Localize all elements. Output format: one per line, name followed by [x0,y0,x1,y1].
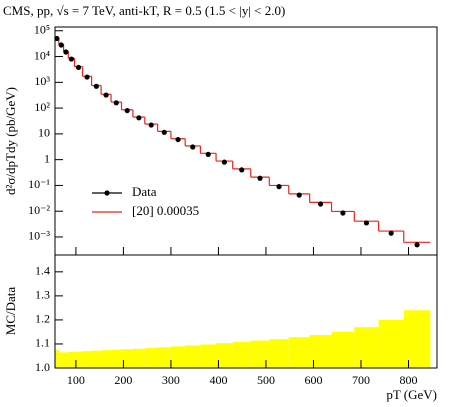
ratio-bar [157,347,171,368]
ratio-bar [288,337,310,368]
ratio-frame [54,254,438,369]
chart-title: CMS, pp, √s = 7 TeV, anti-kT, R = 0.5 (1… [3,3,285,18]
data-point [161,129,167,135]
ratio-bar [200,344,217,368]
ratio-bar [185,345,201,368]
ratio-bar [55,349,59,368]
y-axis-label: d²σ/dpTdy (pb/GeV) [3,87,18,195]
ratio-axis-label: MC/Data [3,287,18,336]
data-point [103,92,109,98]
data-point [54,35,60,42]
data-point [221,159,227,165]
ratio-bar [269,339,289,368]
data-point [75,64,82,70]
ratio-y-tick-label: 1.1 [35,336,50,350]
ratio-bar [63,352,69,368]
ratio-bar [121,349,133,368]
ratio-y-tick-label: 1.3 [35,288,50,302]
data-point [388,230,394,236]
legend-label: [20] 0.00035 [132,203,199,218]
legend-marker [104,190,110,196]
ratio-bar [144,348,158,368]
data-point [414,242,420,248]
y-tick-label: 10 [38,126,50,140]
y-tick-label: 10⁴ [34,48,50,62]
data-point [84,74,90,80]
ratio-bar [250,340,270,368]
data-point [148,122,154,128]
y-tick-label: 10² [34,100,50,114]
x-tick-label: 200 [114,373,132,387]
x-tick-label: 600 [304,373,322,387]
data-point [205,151,211,157]
x-axis-label: pT (GeV) [386,387,437,402]
ratio-y-tick-label: 1.2 [35,312,50,326]
ratio-bar [58,352,64,368]
data-point [363,220,370,226]
y-tick-label: 10⁻¹ [28,177,50,191]
data-point [68,56,74,62]
ratio-y-tick-label: 1.4 [35,264,50,278]
y-tick-label: 1 [44,151,50,165]
x-tick-label: 500 [257,373,275,387]
x-tick-label: 300 [162,373,180,387]
y-tick-label: 10⁵ [34,23,50,37]
data-point [93,83,99,89]
data-point [257,175,263,181]
ratio-bar [378,319,404,368]
data-point [124,107,130,114]
ratio-bar [111,349,122,368]
ratio-bar [132,348,145,368]
ratio-bar [216,343,233,368]
ratio-bar [354,327,379,368]
ratio-bar [232,342,251,368]
data-point [276,184,282,190]
x-tick-label: 700 [352,373,370,387]
data-point [296,192,302,198]
ratio-bar [74,351,83,368]
x-tick-label: 400 [209,373,227,387]
data-point [113,100,119,106]
data-point [239,167,245,173]
data-point [58,42,64,48]
x-tick-label: 800 [399,373,417,387]
y-tick-label: 10⁻³ [28,229,50,243]
ratio-bar [91,350,102,368]
legend-label: Data [132,184,157,199]
data-point [190,144,196,150]
ratio-bar [82,351,92,368]
data-point [63,49,69,55]
plot-frame [54,26,438,256]
ratio-bar [309,335,332,368]
ratio-bar [331,331,355,368]
ratio-y-tick-label: 1.0 [35,360,50,374]
data-point [175,136,181,143]
data-point [136,115,142,121]
y-tick-label: 10⁻² [28,203,50,217]
ratio-bar [101,350,112,368]
ratio-bar [68,351,75,368]
data-point [317,201,324,207]
x-tick-label: 100 [67,373,85,387]
y-tick-label: 10³ [34,74,50,88]
ratio-bar [170,346,186,368]
data-point [340,210,346,216]
ratio-bar [403,310,431,368]
